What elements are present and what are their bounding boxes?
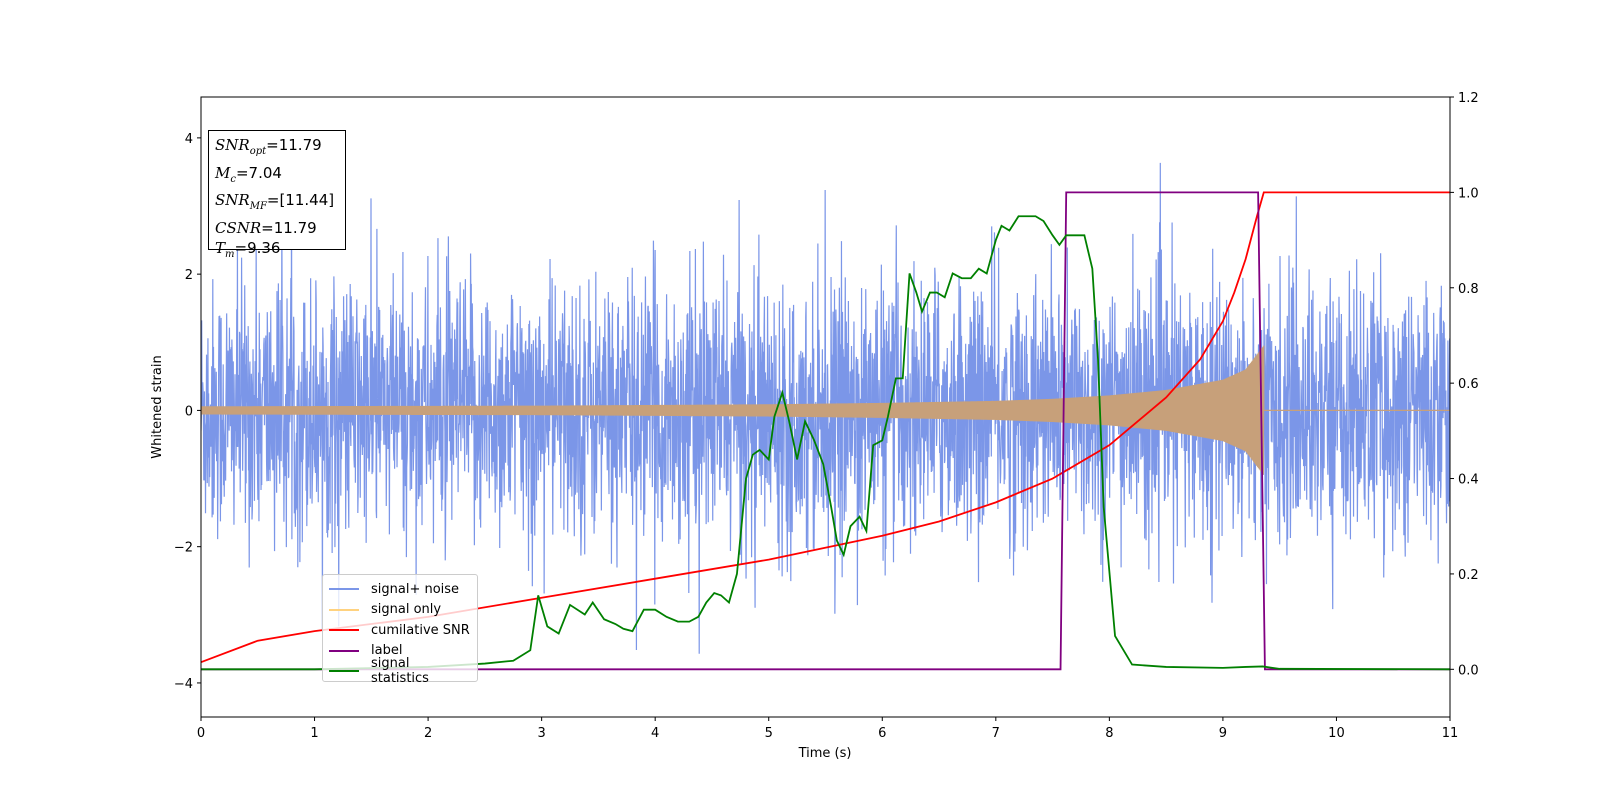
annot-csnr-sym: CSNR: [215, 218, 262, 237]
annot-snr-opt: SNRopt=11.79: [215, 135, 339, 163]
annot-snr-mf-val: =[11.44]: [266, 191, 335, 209]
x-tick-label: 9: [1219, 726, 1227, 741]
legend-item-label: label: [329, 641, 471, 662]
legend-item-signal-only: signal only: [329, 600, 471, 621]
legend-label: signal statistics: [371, 656, 429, 687]
x-tick-label: 3: [537, 726, 545, 741]
x-tick-label: 5: [765, 726, 773, 741]
y-left-tick-label: −4: [174, 677, 193, 692]
annot-snr-mf: SNRMF=[11.44]: [215, 190, 339, 218]
annot-snr-opt-val: =11.79: [266, 136, 322, 154]
x-tick-label: 1: [310, 726, 318, 741]
annot-csnr: CSNR=11.79: [215, 218, 339, 239]
y-left-tick-label: 2: [185, 268, 193, 283]
x-tick-label: 11: [1442, 726, 1459, 741]
series-signal-only: [201, 345, 1450, 475]
legend-item-signal-noise: signal+ noise: [329, 579, 471, 600]
y-left-tick-label: 0: [185, 404, 193, 419]
legend-label: signal+ noise: [371, 581, 460, 597]
x-tick-label: 4: [651, 726, 659, 741]
legend-label: cumilative SNR: [371, 622, 470, 638]
legend-label: label: [371, 643, 403, 659]
annot-tm: Tm=9.36: [215, 238, 339, 266]
annot-snr-mf-sub: MF: [249, 201, 267, 212]
legend-item-cumulative-snr: cumilative SNR: [329, 620, 471, 641]
annot-csnr-val: =11.79: [261, 218, 317, 237]
annot-tm-val: =9.36: [234, 239, 281, 257]
y-axis-label: Whitened strain: [150, 355, 165, 458]
legend-swatch: [329, 608, 359, 611]
plot-frame: [200, 96, 1451, 718]
legend-swatch: [329, 649, 359, 652]
y-left-tick-label: 4: [185, 132, 193, 147]
x-tick-label: 8: [1105, 726, 1113, 741]
legend-swatch: [329, 670, 359, 673]
x-axis-label: Time (s): [798, 746, 852, 761]
y-right-tick-label: 1.0: [1458, 186, 1479, 201]
y-right-tick-label: 0.8: [1458, 282, 1479, 297]
annot-snr-mf-sym: SNR: [215, 191, 250, 209]
y-right-tick-label: 0.0: [1458, 663, 1479, 678]
series-signal-statistics: [201, 215, 1450, 671]
annot-mc: Mc=7.04: [215, 163, 339, 191]
legend-label: signal only: [371, 602, 442, 618]
x-tick-label: 10: [1328, 726, 1345, 741]
annot-tm-sym: T: [215, 239, 226, 257]
legend-swatch: [329, 629, 359, 632]
y-right-tick-label: 1.2: [1458, 91, 1479, 106]
annot-snr-opt-sub: opt: [249, 146, 267, 157]
y-right-tick-label: 0.4: [1458, 473, 1479, 488]
annot-tm-sub: m: [225, 249, 235, 260]
annot-mc-val: =7.04: [235, 163, 282, 182]
y-right-tick-label: 0.6: [1458, 377, 1479, 392]
annot-mc-sub: c: [230, 173, 236, 185]
legend-item-signal-statistics: signal statistics: [329, 656, 471, 686]
ticks-layer: 0 1 2 3 4 5 6 7 8 9 10 11 4 2 0 −2 −4 1.2 1.0 0.8 0.6 0.4 0.2 0…: [174, 91, 1479, 741]
metrics-annotation-box: SNRopt=11.79 Mc=7.04 SNRMF=[11.44] CSNR=…: [208, 130, 346, 260]
x-tick-label: 2: [424, 726, 432, 741]
x-tick-label: 0: [197, 726, 205, 741]
legend-swatch: [329, 588, 359, 591]
x-tick-label: 6: [878, 726, 886, 741]
legend: signal+ noise signal only cumilative SNR…: [322, 574, 478, 686]
y-right-tick-label: 0.2: [1458, 568, 1479, 583]
y-left-tick-label: −2: [174, 541, 193, 556]
annot-mc-sym: M: [215, 163, 231, 182]
annot-snr-opt-sym: SNR: [215, 136, 250, 154]
x-tick-label: 7: [992, 726, 1000, 741]
